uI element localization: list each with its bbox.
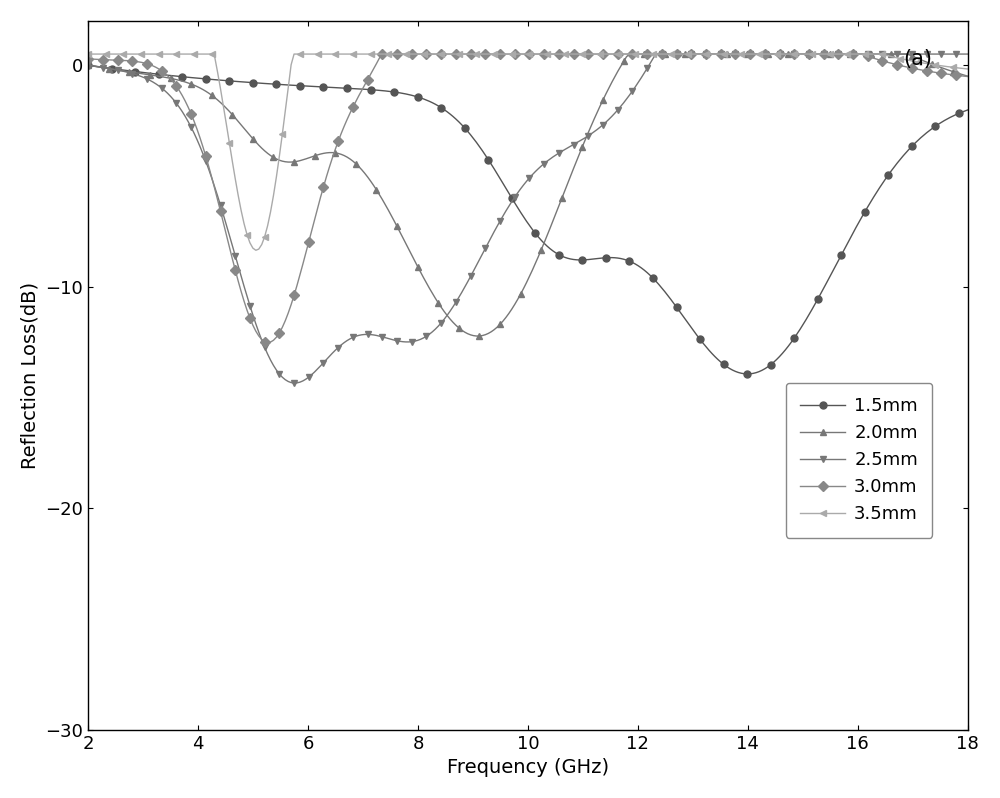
1.5mm	[621, 255, 633, 265]
3.0mm	[376, 49, 388, 59]
2.0mm	[609, 72, 621, 81]
1.5mm	[82, 61, 94, 70]
1.5mm	[962, 105, 974, 115]
2.0mm	[626, 49, 638, 59]
2.0mm	[962, 71, 974, 81]
1.5mm	[826, 267, 838, 276]
3.5mm	[250, 246, 262, 255]
2.5mm	[829, 49, 841, 59]
3.0mm	[829, 49, 841, 59]
2.0mm	[606, 77, 618, 87]
3.0mm	[82, 54, 94, 64]
3.0mm	[85, 54, 97, 64]
Text: (a): (a)	[904, 49, 933, 69]
X-axis label: Frequency (GHz): Frequency (GHz)	[447, 758, 609, 777]
1.5mm	[603, 253, 615, 263]
2.0mm	[82, 61, 94, 70]
3.5mm	[82, 49, 94, 59]
3.0mm	[626, 49, 638, 59]
2.5mm	[650, 49, 662, 59]
2.5mm	[885, 49, 897, 59]
2.5mm	[962, 49, 974, 59]
2.5mm	[85, 61, 97, 70]
3.5mm	[962, 64, 974, 73]
3.5mm	[85, 49, 97, 59]
1.5mm	[882, 170, 894, 180]
2.5mm	[606, 112, 618, 121]
3.5mm	[882, 51, 894, 61]
1.5mm	[606, 253, 618, 263]
3.0mm	[612, 49, 624, 59]
2.5mm	[82, 61, 94, 70]
Line: 3.5mm: 3.5mm	[85, 50, 971, 254]
3.5mm	[826, 49, 838, 59]
3.5mm	[606, 49, 618, 59]
3.5mm	[609, 49, 621, 59]
Y-axis label: Reflection Loss(dB): Reflection Loss(dB)	[21, 282, 40, 469]
2.0mm	[623, 49, 635, 59]
3.0mm	[962, 72, 974, 81]
Line: 2.0mm: 2.0mm	[85, 50, 971, 339]
3.5mm	[623, 49, 635, 59]
2.0mm	[85, 61, 97, 70]
3.0mm	[262, 338, 274, 347]
Legend: 1.5mm, 2.0mm, 2.5mm, 3.0mm, 3.5mm: 1.5mm, 2.0mm, 2.5mm, 3.0mm, 3.5mm	[786, 383, 932, 538]
Line: 2.5mm: 2.5mm	[85, 50, 971, 386]
2.0mm	[829, 49, 841, 59]
3.0mm	[609, 49, 621, 59]
Line: 3.0mm: 3.0mm	[85, 50, 971, 346]
3.0mm	[885, 58, 897, 68]
2.0mm	[470, 331, 482, 341]
2.0mm	[885, 49, 897, 59]
1.5mm	[85, 61, 97, 70]
2.5mm	[288, 378, 300, 388]
2.5mm	[609, 109, 621, 118]
Line: 1.5mm: 1.5mm	[85, 61, 971, 377]
2.5mm	[623, 90, 635, 100]
1.5mm	[741, 369, 753, 379]
